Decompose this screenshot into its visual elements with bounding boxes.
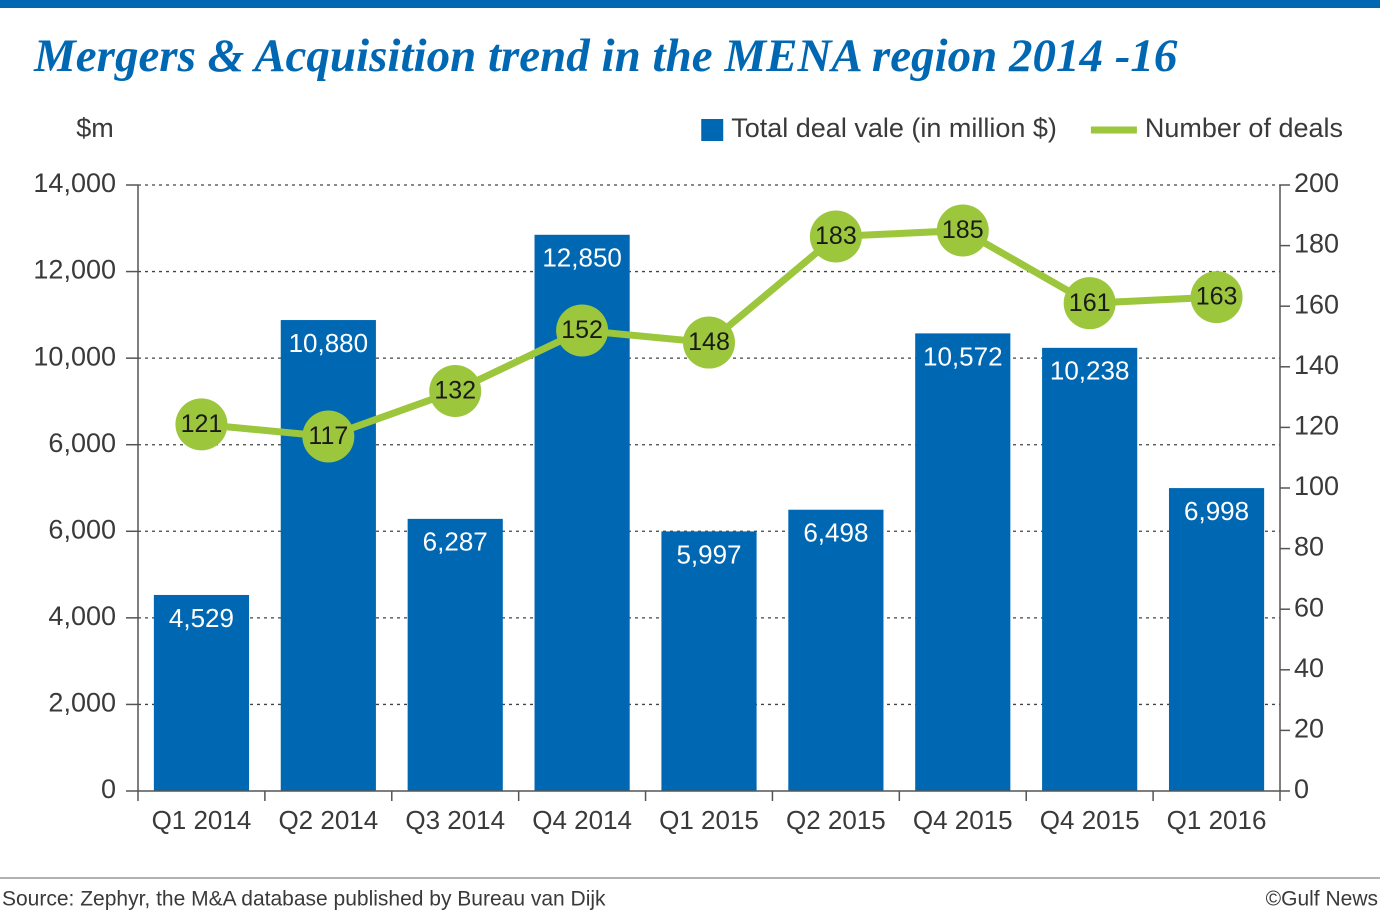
y-tick-label: 6,000 (48, 514, 116, 544)
bar-value-label: 12,850 (542, 243, 622, 273)
legend-swatch (701, 119, 724, 141)
point (429, 365, 482, 418)
point (1063, 277, 1116, 330)
bar-value-label: 10,238 (1050, 356, 1130, 386)
point (936, 204, 989, 257)
point-value-label: 148 (688, 328, 730, 356)
point (683, 316, 735, 369)
x-tick-label: Q4 2015 (1040, 805, 1140, 835)
bar (661, 531, 757, 791)
y-tick-label: 4,000 (48, 601, 116, 631)
x-tick-label: Q4 2014 (532, 805, 632, 835)
y-tick-label: 2,000 (48, 688, 116, 718)
y-tick-label: 12,000 (33, 255, 116, 285)
bar-value-label: 4,529 (169, 603, 234, 633)
point-value-label: 121 (181, 410, 223, 438)
point-value-label: 152 (561, 316, 603, 344)
y-axis-label: $m (76, 113, 114, 143)
x-tick-label: Q1 2015 (659, 805, 759, 835)
x-tick-label: Q2 2015 (786, 805, 886, 835)
point-value-label: 161 (1069, 289, 1111, 317)
point-value-label: 185 (942, 216, 984, 244)
y2-tick-label: 160 (1294, 289, 1339, 319)
point-value-label: 117 (308, 422, 348, 450)
y2-tick-label: 100 (1294, 471, 1339, 501)
chart-title: Mergers & Acquisition trend in the MENA … (33, 30, 1178, 82)
y-tick-label: 6,000 (48, 428, 116, 458)
source: Source: Zephyr, the M&A database publish… (2, 888, 606, 911)
bar (788, 509, 884, 791)
point (1190, 271, 1243, 324)
x-tick-label: Q1 2014 (152, 805, 252, 835)
x-tick-label: Q4 2015 (913, 805, 1013, 835)
bar-value-label: 10,572 (923, 341, 1003, 371)
point-value-label: 183 (815, 222, 857, 250)
y2-tick-label: 180 (1294, 229, 1339, 259)
y2-tick-label: 0 (1294, 774, 1309, 804)
y-tick-label: 0 (101, 774, 116, 804)
legend-label: Total deal vale (in million $) (731, 113, 1057, 143)
bar (153, 594, 250, 791)
bar (407, 518, 503, 791)
x-tick-label: Q3 2014 (405, 805, 505, 835)
bar-value-label: 10,880 (289, 328, 369, 358)
point (302, 410, 355, 463)
point (809, 210, 862, 263)
point (175, 398, 228, 451)
y2-tick-label: 80 (1294, 532, 1324, 562)
y2-tick-label: 140 (1294, 350, 1339, 380)
y-tick-label: 10,000 (33, 341, 116, 371)
bar-value-label: 6,998 (1184, 496, 1249, 526)
x-tick-label: Q2 2014 (278, 805, 378, 835)
y2-tick-label: 120 (1294, 411, 1339, 441)
point-value-label: 132 (434, 377, 476, 405)
bar-value-label: 6,498 (803, 518, 868, 548)
bar-value-label: 6,287 (423, 527, 488, 557)
y2-tick-label: 60 (1294, 592, 1324, 622)
bar (1042, 347, 1138, 791)
bar (1168, 488, 1265, 791)
y2-tick-label: 20 (1294, 714, 1324, 744)
y2-tick-label: 40 (1294, 653, 1324, 683)
bar (280, 320, 376, 791)
y2-tick-label: 200 (1294, 168, 1339, 198)
y-tick-label: 14,000 (33, 168, 116, 198)
x-tick-label: Q1 2016 (1167, 805, 1267, 835)
bar (915, 333, 1011, 791)
point (556, 304, 609, 357)
bar-value-label: 5,997 (676, 539, 741, 569)
point-value-label: 163 (1196, 283, 1238, 311)
credit: ©Gulf News (1266, 888, 1378, 911)
legend-label: Number of deals (1145, 113, 1343, 143)
top-stripe (0, 0, 1380, 8)
